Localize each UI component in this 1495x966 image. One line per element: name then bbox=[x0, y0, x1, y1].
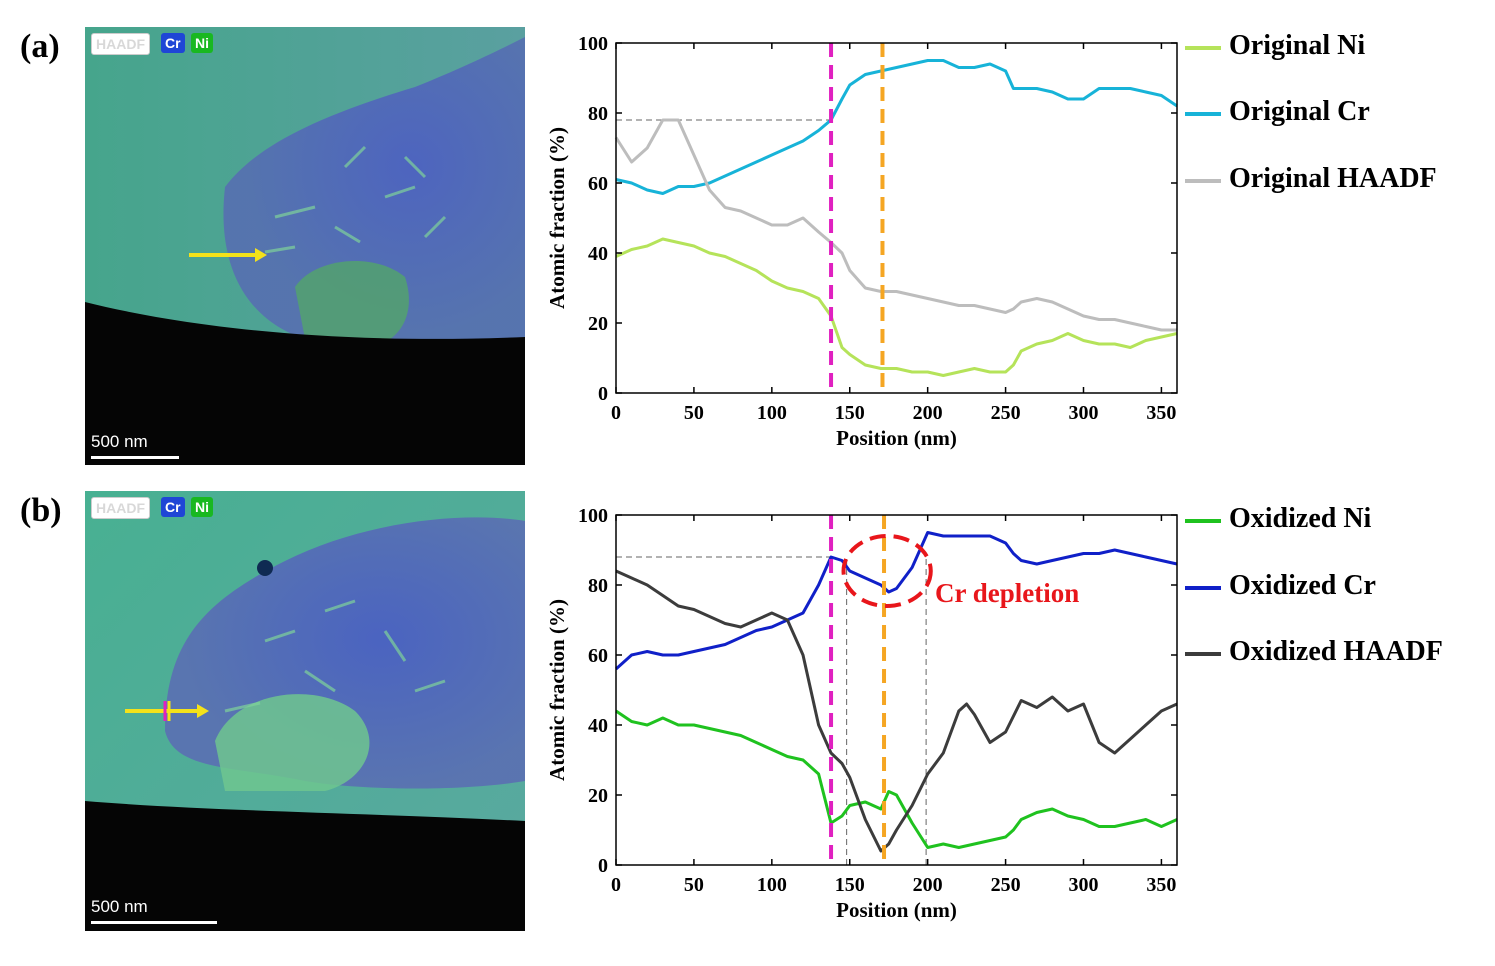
chart-b-xtick-label-2: 100 bbox=[757, 874, 787, 896]
legend-a-item-haadf: Original HAADF bbox=[1185, 163, 1437, 195]
legend-a-swatch-cr bbox=[1185, 111, 1221, 116]
legend-a-item-cr: Original Cr bbox=[1185, 96, 1370, 128]
legend-b-label-haadf: Oxidized HAADF bbox=[1229, 636, 1443, 667]
chart-b-series-1 bbox=[614, 531, 1178, 671]
chart-a-ytick-label-3: 60 bbox=[588, 173, 608, 195]
chart-b-xtick-label-0: 0 bbox=[611, 874, 621, 896]
micrograph-b-image bbox=[85, 491, 525, 931]
chart-a-series-1 bbox=[615, 59, 1178, 195]
legend-b-item-ni: Oxidized Ni bbox=[1185, 503, 1371, 535]
micrograph-b-scale-label: 500 nm bbox=[91, 897, 148, 916]
chart-b-xtick-label-1: 50 bbox=[684, 874, 704, 896]
micrograph-a-scale-label: 500 nm bbox=[91, 432, 148, 451]
chart-b-ylabel: Atomic fraction (%) bbox=[545, 599, 569, 781]
legend-a-label-ni: Original Ni bbox=[1229, 30, 1366, 61]
cr-depletion-label: Cr depletion bbox=[935, 578, 1080, 608]
chart-a-ytick-label-1: 20 bbox=[588, 313, 608, 335]
micrograph-a-image bbox=[85, 27, 525, 465]
micrograph-a-cr-chip: Cr bbox=[161, 33, 185, 53]
chart-b-ytick-label-1: 20 bbox=[588, 785, 608, 807]
chart-b-series-0 bbox=[615, 709, 1178, 849]
legend-b-swatch-ni bbox=[1185, 518, 1221, 523]
chart-b-xtick-label-3: 150 bbox=[835, 874, 865, 896]
chart-b-depletion-ellipse bbox=[841, 534, 933, 608]
chart-a-xtick-label-1: 50 bbox=[684, 402, 704, 424]
micrograph-b-scale-bar bbox=[91, 921, 217, 924]
chart-a-xtick-label-0: 0 bbox=[611, 402, 621, 424]
chart-a-series-0 bbox=[615, 237, 1178, 377]
chart-b-xtick-label-5: 250 bbox=[991, 874, 1021, 896]
chart-b-ytick-label-4: 80 bbox=[588, 575, 608, 597]
chart-a-ytick-label-4: 80 bbox=[588, 103, 608, 125]
chart-b-series-2 bbox=[615, 569, 1178, 853]
chart-b-frame bbox=[615, 514, 1178, 866]
legend-a-item-ni: Original Ni bbox=[1185, 30, 1365, 62]
legend-b-swatch-cr bbox=[1185, 585, 1221, 590]
chart-b-ytick-label-2: 40 bbox=[588, 715, 608, 737]
legend-b-label-ni: Oxidized Ni bbox=[1229, 503, 1372, 534]
chart-a-xtick-label-7: 350 bbox=[1146, 402, 1176, 424]
chart-b-xlabel: Position (nm) bbox=[836, 898, 957, 922]
chart-b-ytick-label-3: 60 bbox=[588, 645, 608, 667]
chart-a-series-2 bbox=[614, 118, 1177, 332]
chart-b-ytick-label-0: 0 bbox=[598, 855, 608, 877]
legend-b-item-haadf: Oxidized HAADF bbox=[1185, 636, 1443, 668]
chart-a-ytick-label-0: 0 bbox=[598, 383, 608, 405]
micrograph-a-haadf-chip: HAADF bbox=[91, 33, 150, 55]
chart-a-ylabel: Atomic fraction (%) bbox=[545, 127, 569, 309]
legend-a-label-haadf: Original HAADF bbox=[1229, 163, 1437, 194]
chart-a-xtick-label-5: 250 bbox=[991, 402, 1021, 424]
chart-a-ytick-label-5: 100 bbox=[578, 33, 608, 55]
panel-label-a: (a) bbox=[20, 28, 60, 65]
chart-a-ytick-label-2: 40 bbox=[588, 243, 608, 265]
chart-a-xtick-label-6: 300 bbox=[1069, 402, 1099, 424]
chart-a: 0 50 100 150 200 250 300 350 0 20 40 60 80 100 Positio… bbox=[545, 33, 1178, 450]
chart-a-xlabel: Position (nm) bbox=[836, 426, 957, 450]
chart-b-xtick-label-7: 350 bbox=[1146, 874, 1176, 896]
legend-a-swatch-ni bbox=[1185, 45, 1221, 50]
legend-a-swatch-haadf bbox=[1185, 178, 1221, 183]
micrograph-b-cr-chip: Cr bbox=[161, 497, 185, 517]
legend-b-item-cr: Oxidized Cr bbox=[1185, 570, 1376, 602]
micrograph-a-scale-bar bbox=[91, 456, 179, 459]
legend-b-label-cr: Oxidized Cr bbox=[1229, 570, 1376, 601]
chart-b-xtick-label-4: 200 bbox=[913, 874, 943, 896]
chart-a-xtick-label-4: 200 bbox=[913, 402, 943, 424]
panel-label-b: (b) bbox=[20, 492, 62, 529]
micrograph-a: HAADF Cr Ni 500 nm bbox=[85, 27, 525, 465]
chart-a-xtick-label-3: 150 bbox=[835, 402, 865, 424]
chart-b-ytick-label-5: 100 bbox=[578, 505, 608, 527]
chart-a-xtick-label-2: 100 bbox=[757, 402, 787, 424]
micrograph-a-ni-chip: Ni bbox=[191, 33, 213, 53]
chart-a-frame bbox=[615, 42, 1178, 394]
micrograph-b-ni-chip: Ni bbox=[191, 497, 213, 517]
legend-b-swatch-haadf bbox=[1185, 651, 1221, 656]
legend-a-label-cr: Original Cr bbox=[1229, 96, 1370, 127]
micrograph-b: HAADF Cr Ni 500 nm bbox=[85, 491, 525, 931]
chart-b-xtick-label-6: 300 bbox=[1069, 874, 1099, 896]
micrograph-b-haadf-chip: HAADF bbox=[91, 497, 150, 519]
